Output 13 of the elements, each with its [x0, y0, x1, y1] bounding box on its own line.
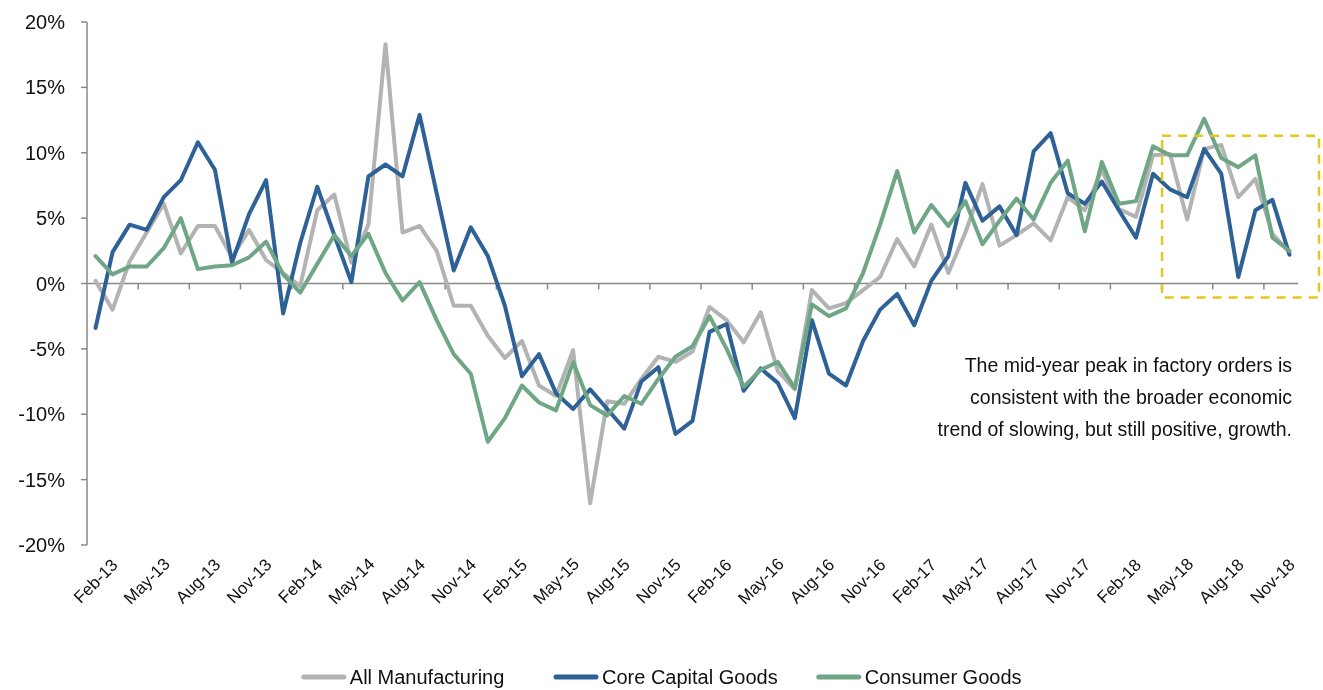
y-tick-label: 0%: [36, 272, 66, 295]
annotation: The mid-year peak in factory orders is consistent with the broader economic trend of slowing, but still positive, growth.: [937, 354, 1293, 440]
legend-label: Consumer Goods: [864, 666, 1022, 688]
legend-label: Core Capital Goods: [602, 666, 778, 688]
y-tick-label: -10%: [18, 403, 66, 426]
y-tick-label: -5%: [29, 337, 66, 360]
y-tick-label: 10%: [24, 141, 66, 164]
legend-label: All Manufacturing: [349, 666, 505, 688]
y-tick-label: 20%: [24, 11, 66, 33]
y-tick-label: -20%: [18, 534, 66, 556]
y-tick-label: 15%: [24, 76, 66, 99]
y-tick-label: 5%: [36, 207, 66, 230]
y-tick-label: -15%: [18, 468, 66, 491]
